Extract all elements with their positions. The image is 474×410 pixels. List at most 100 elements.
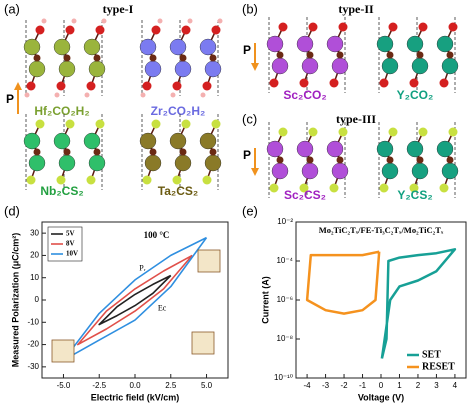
h-atom (217, 18, 223, 24)
term-atom (308, 127, 318, 137)
term-atom (409, 183, 419, 193)
x-tick-label: -2.5 (92, 381, 106, 390)
term-atom (448, 127, 458, 137)
h-atom (54, 92, 60, 98)
carbon-atom (416, 51, 424, 59)
metal-atom (266, 35, 284, 53)
term-atom (379, 78, 389, 88)
carbon-atom (93, 148, 101, 156)
y-axis-label: Measured Polarization (μC/cm²) (10, 233, 20, 368)
panel-label: (e) (242, 203, 258, 218)
h-atom (170, 92, 176, 98)
carbon-atom (336, 156, 344, 164)
carbon-atom (276, 51, 284, 59)
structure-label: Sc₂CO₂ (283, 88, 326, 102)
term-atom (211, 25, 221, 35)
series-line (98, 274, 172, 326)
metal-atom (301, 162, 319, 180)
carbon-atom (386, 51, 394, 59)
term-atom (56, 81, 66, 91)
metal-atom (376, 35, 394, 53)
metal-atom (331, 162, 349, 180)
carbon-atom (306, 51, 314, 59)
panel-title: type-I (103, 2, 134, 16)
term-atom (202, 81, 212, 91)
metal-atom (296, 35, 314, 53)
term-atom (86, 81, 96, 91)
y-tick-label: 10⁻¹⁰ (274, 373, 293, 382)
term-atom (418, 22, 428, 32)
metal-atom (411, 162, 429, 180)
term-atom (418, 127, 428, 137)
term-atom (26, 175, 36, 185)
metal-atom (376, 140, 394, 158)
p-arrow-head (251, 168, 259, 176)
h-atom (84, 92, 90, 98)
metal-atom (174, 60, 192, 78)
x-tick-label: 0.0 (129, 381, 141, 390)
term-atom (308, 22, 318, 32)
x-tick-label: -4 (304, 381, 312, 390)
x-tick-label: -3 (322, 381, 330, 390)
metal-atom (58, 154, 76, 172)
metal-atom (199, 132, 217, 150)
metal-atom (204, 60, 222, 78)
metal-atom (83, 132, 101, 150)
legend-label: 8V (66, 240, 75, 248)
panel-label: (a) (4, 1, 20, 16)
p-label: P (6, 92, 14, 106)
annotation: Ec (158, 304, 167, 313)
p-arrow-head (14, 82, 22, 90)
carbon-atom (149, 54, 157, 62)
term-atom (95, 119, 105, 129)
metal-atom (144, 154, 162, 172)
term-atom (388, 127, 398, 137)
carbon-atom (63, 54, 71, 62)
carbon-atom (306, 156, 314, 164)
metal-atom (28, 60, 46, 78)
metal-atom (88, 60, 106, 78)
metal-atom (326, 140, 344, 158)
h-atom (157, 18, 163, 24)
term-atom (151, 25, 161, 35)
term-atom (86, 175, 96, 185)
metal-atom (301, 57, 319, 75)
term-atom (388, 22, 398, 32)
y-tick-label: 10⁻⁶ (277, 295, 293, 304)
x-axis-label: Electric field (kV/cm) (91, 392, 180, 402)
x-tick-label: 4 (453, 381, 458, 390)
x-tick-label: 2 (416, 381, 421, 390)
term-atom (142, 175, 152, 185)
metal-atom (406, 35, 424, 53)
metal-atom (271, 162, 289, 180)
x-tick-label: 0 (379, 381, 384, 390)
metal-atom (326, 35, 344, 53)
term-atom (409, 78, 419, 88)
structure-label: Ta₂CS₂ (158, 184, 198, 198)
p-label: P (243, 148, 251, 162)
metal-atom (53, 38, 71, 56)
metal-atom (174, 154, 192, 172)
term-atom (26, 81, 36, 91)
annotation: Pᵣ (139, 264, 145, 273)
term-atom (439, 78, 449, 88)
term-atom (35, 119, 45, 129)
term-atom (151, 119, 161, 129)
term-atom (338, 127, 348, 137)
y-tick-label: 10⁻² (277, 217, 293, 226)
cube-sketch (51, 339, 75, 363)
panel-label: (c) (242, 111, 257, 126)
term-atom (181, 119, 191, 129)
carbon-atom (93, 54, 101, 62)
metal-atom (139, 132, 157, 150)
metal-atom (23, 38, 41, 56)
term-atom (35, 25, 45, 35)
panel-title: type-II (338, 2, 374, 16)
term-atom (56, 175, 66, 185)
metal-atom (169, 132, 187, 150)
carbon-atom (336, 51, 344, 59)
structure-label: Y₂CO₂ (397, 88, 434, 102)
y-tick-label: 10 (30, 273, 39, 282)
metal-atom (88, 154, 106, 172)
